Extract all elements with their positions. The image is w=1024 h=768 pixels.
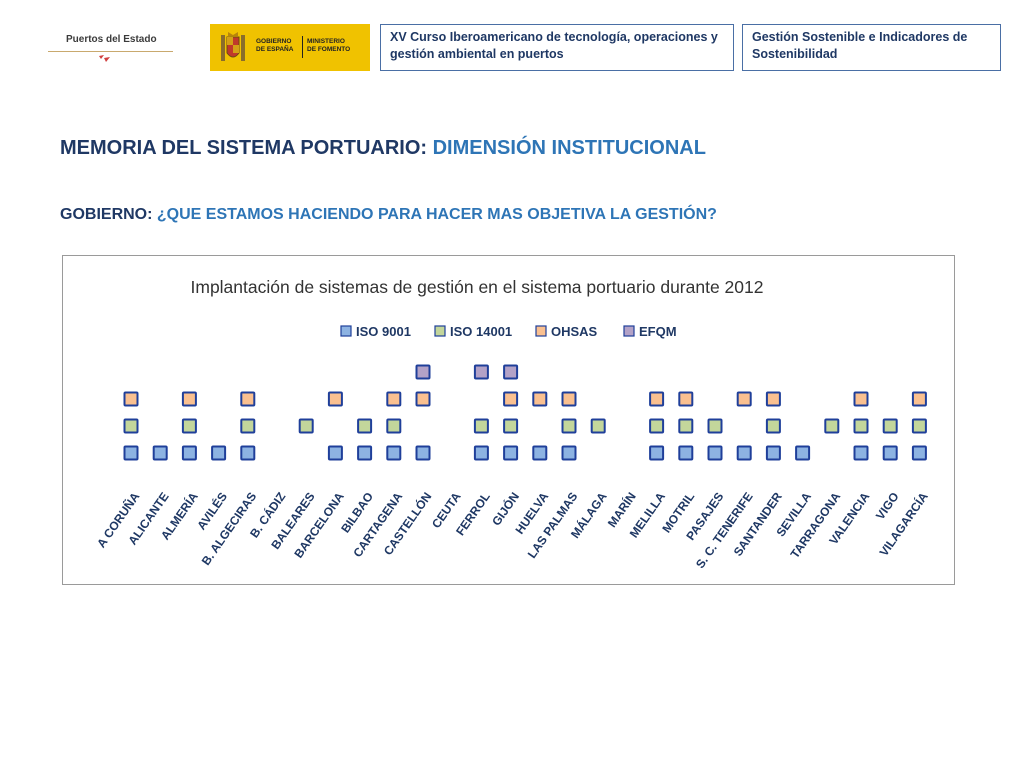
mark-ohsas-melilla xyxy=(649,391,665,407)
mark-iso-9001-castellon xyxy=(415,445,431,461)
mark-iso-9001-barcelona xyxy=(327,445,343,461)
logo-separator xyxy=(302,36,303,58)
mark-ohsas-valencia xyxy=(853,391,869,407)
logo-divider-line xyxy=(48,51,173,52)
mark-ohsas-vilagarcia xyxy=(911,391,927,407)
legend-label-efqm: EFQM xyxy=(639,324,677,339)
mark-ohsas-motril xyxy=(678,391,694,407)
slide-subtitle-part1: GOBIERNO: xyxy=(60,206,157,223)
mark-iso-9001-las-palmas xyxy=(561,445,577,461)
mark-efqm-castellon xyxy=(415,364,431,380)
chart-marks xyxy=(123,364,927,461)
mark-ohsas-castellon xyxy=(415,391,431,407)
chart-canvas: Implantación de sistemas de gestión en e… xyxy=(93,277,931,571)
mark-iso-9001-almeria xyxy=(181,445,197,461)
puertos-del-estado-logo: Puertos del Estado xyxy=(48,30,178,70)
mark-iso-14001-las-palmas xyxy=(561,418,577,434)
mark-iso-9001-cartagena xyxy=(386,445,402,461)
mark-iso-9001-melilla xyxy=(649,445,665,461)
mark-iso-9001-bilbao xyxy=(357,445,373,461)
category-label-vigo: VIGO xyxy=(873,490,902,523)
mark-iso-14001-malaga xyxy=(590,418,606,434)
slide-title-part2: DIMENSIÓN INSTITUCIONAL xyxy=(432,137,706,159)
mark-ohsas-s-c-tenerife xyxy=(736,391,752,407)
mark-iso-14001-ferrol xyxy=(473,418,489,434)
mark-ohsas-b-algeciras xyxy=(240,391,256,407)
mark-iso-14001-cartagena xyxy=(386,418,402,434)
mark-iso-14001-a-coruna xyxy=(123,418,139,434)
mark-iso-9001-ferrol xyxy=(473,445,489,461)
mark-iso-9001-sevilla xyxy=(795,445,811,461)
mark-iso-14001-motril xyxy=(678,418,694,434)
gobierno-espana-logo: GOBIERNO DE ESPAÑA MINISTERIO DE FOMENTO xyxy=(210,24,370,71)
mark-efqm-gijon xyxy=(503,364,519,380)
mark-ohsas-cartagena xyxy=(386,391,402,407)
mark-ohsas-gijon xyxy=(503,391,519,407)
mark-iso-9001-huelva xyxy=(532,445,548,461)
topic-title-box: Gestión Sostenible e Indicadores de Sost… xyxy=(742,24,1001,71)
legend-label-iso-9001: ISO 9001 xyxy=(356,324,411,339)
slide-title: MEMORIA DEL SISTEMA PORTUARIO: DIMENSIÓN… xyxy=(60,137,706,160)
mark-ohsas-a-coruna xyxy=(123,391,139,407)
legend-swatch-efqm xyxy=(623,325,635,337)
slide-subtitle-part2: ¿QUE ESTAMOS HACIENDO PARA HACER MAS OBJ… xyxy=(156,206,717,223)
mark-iso-14001-melilla xyxy=(649,418,665,434)
mark-iso-9001-vilagarcia xyxy=(911,445,927,461)
legend-label-iso-14001: ISO 14001 xyxy=(450,324,512,339)
legend-swatch-iso-14001 xyxy=(434,325,446,337)
slide-subtitle: GOBIERNO: ¿QUE ESTAMOS HACIENDO PARA HAC… xyxy=(60,206,717,224)
mark-iso-9001-motril xyxy=(678,445,694,461)
mark-iso-14001-santander xyxy=(765,418,781,434)
mark-iso-14001-vilagarcia xyxy=(911,418,927,434)
course-title-box: XV Curso Iberoamericano de tecnología, o… xyxy=(380,24,734,71)
ministerio-fomento-text: MINISTERIO DE FOMENTO xyxy=(307,38,351,53)
legend-swatch-iso-9001 xyxy=(340,325,352,337)
mark-iso-14001-pasajes xyxy=(707,418,723,434)
mark-ohsas-las-palmas xyxy=(561,391,577,407)
chart-title: Implantación de sistemas de gestión en e… xyxy=(191,277,764,297)
mark-iso-14001-valencia xyxy=(853,418,869,434)
mark-ohsas-huelva xyxy=(532,391,548,407)
mark-iso-14001-gijon xyxy=(503,418,519,434)
management-systems-chart: Implantación de sistemas de gestión en e… xyxy=(62,255,955,585)
puertos-logo-mark-icon xyxy=(99,55,110,62)
legend-swatch-ohsas xyxy=(535,325,547,337)
mark-efqm-ferrol xyxy=(473,364,489,380)
mark-iso-9001-alicante xyxy=(152,445,168,461)
mark-iso-9001-vigo xyxy=(882,445,898,461)
mark-ohsas-barcelona xyxy=(327,391,343,407)
mark-iso-14001-tarragona xyxy=(824,418,840,434)
gobierno-espana-text: GOBIERNO DE ESPAÑA xyxy=(256,38,294,53)
mark-iso-9001-s-c-tenerife xyxy=(736,445,752,461)
chart-legend: ISO 9001 ISO 14001 OHSAS EFQM xyxy=(340,324,677,339)
mark-iso-9001-a-coruna xyxy=(123,445,139,461)
legend-label-ohsas: OHSAS xyxy=(551,324,598,339)
mark-iso-9001-aviles xyxy=(211,445,227,461)
mark-iso-9001-santander xyxy=(765,445,781,461)
mark-iso-14001-almeria xyxy=(181,418,197,434)
mark-iso-9001-valencia xyxy=(853,445,869,461)
mark-iso-9001-b-algeciras xyxy=(240,445,256,461)
mark-ohsas-santander xyxy=(765,391,781,407)
puertos-del-estado-logo-text: Puertos del Estado xyxy=(66,34,157,45)
spain-coat-of-arms-icon xyxy=(221,32,245,61)
mark-iso-14001-baleares xyxy=(298,418,314,434)
slide-title-part1: MEMORIA DEL SISTEMA PORTUARIO: xyxy=(60,137,433,159)
mark-ohsas-almeria xyxy=(181,391,197,407)
mark-iso-9001-pasajes xyxy=(707,445,723,461)
mark-iso-9001-gijon xyxy=(503,445,519,461)
mark-iso-14001-b-algeciras xyxy=(240,418,256,434)
mark-iso-14001-vigo xyxy=(882,418,898,434)
mark-iso-14001-bilbao xyxy=(357,418,373,434)
